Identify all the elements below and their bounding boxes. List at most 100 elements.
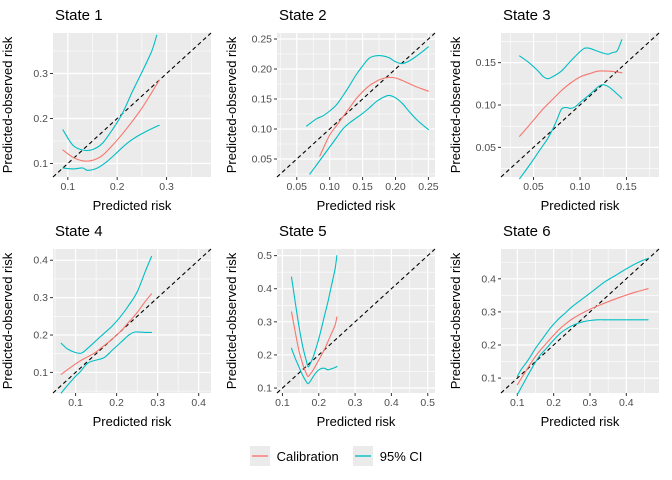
subplot-title: State 5 [279,223,327,240]
chart-svg: 0.05 0.10 0.15 0.05 0.10 0.15 State 3 Predicted… [448,7,660,213]
x-tick-label: 0.05 [523,181,544,193]
y-tick-label: 0.3 [257,316,272,328]
x-tick-label: 0.4 [191,397,206,409]
ci-lower-line [60,331,153,394]
y-tick-label: 0.3 [33,292,48,304]
ci-upper-line [519,39,623,80]
legend-label-ci: 95% CI [379,448,423,464]
y-tick-label: 0.1 [481,373,496,385]
y-tick-label: 0.3 [33,68,48,80]
ci-lower-line [519,84,623,180]
ci-lower-line [309,94,429,175]
y-tick-label: 0.1 [257,383,272,395]
chart-svg: 0.1 0.2 0.3 0.4 0.1 0.2 0.3 0.4 State 6 Predicted… [448,223,660,429]
x-tick-label: 0.15 [616,181,637,193]
ci-upper-line [290,255,338,368]
ci-upper-line [306,46,429,127]
x-tick-label: 0.1 [68,397,83,409]
y-tick-label: 0.25 [252,34,273,46]
y-tick-label: 0.15 [252,94,273,106]
identity-line [276,32,436,178]
y-tick-label: 0.4 [481,273,496,285]
y-axis-label: Predicted-observed risk [224,252,239,389]
x-tick-label: 0.3 [159,181,174,193]
x-tick-label: 0.4 [384,397,399,409]
y-axis-label: Predicted-observed risk [0,252,15,389]
x-tick-label: 0.2 [109,397,124,409]
ci-lower-line [290,347,338,385]
identity-line [52,248,212,394]
legend-key-calibration [249,446,270,466]
ci-upper-line [62,34,158,152]
ci-lower-line [516,319,649,396]
y-tick-label: 0.10 [476,100,497,112]
chart-svg: 0.1 0.2 0.3 0.1 0.2 0.3 State 1 Predicted risk P… [0,7,212,213]
y-tick-label: 0.2 [33,330,48,342]
calibration-line [319,76,429,157]
calibration-line [516,288,649,386]
x-tick-label: 0.20 [385,181,406,193]
y-tick-label: 0.1 [33,158,48,170]
y-tick-label: 0.2 [33,113,48,125]
y-tick-label: 0.2 [257,349,272,361]
legend-label-calibration: Calibration [276,448,339,464]
legend-item-ci: 95% CI [352,446,423,466]
y-tick-label: 0.05 [476,142,497,154]
x-tick-label: 0.2 [311,397,326,409]
x-axis-label: Predicted risk [541,198,620,213]
x-axis-label: Predicted risk [93,414,172,429]
ci-upper-line [516,257,649,377]
x-tick-label: 0.3 [348,397,363,409]
x-tick-label: 0.5 [420,397,435,409]
legend-item-calibration: Calibration [249,446,339,466]
y-tick-label: 0.4 [257,283,272,295]
chart-svg: 0.1 0.2 0.3 0.4 0.1 0.2 0.3 0.4 State 4 Predicted… [0,223,212,429]
chart-svg: 0.1 0.2 0.3 0.4 0.5 0.1 0.2 0.3 0.4 0.5 State 5 Pre… [224,223,436,429]
calibration-line-sample-icon [251,455,268,457]
x-tick-label: 0.1 [61,181,76,193]
x-tick-label: 0.25 [418,181,439,193]
chart-svg: 0.05 0.10 0.15 0.20 0.25 0.05 0.10 0.15 0.20 0.25… [224,7,439,213]
x-axis-label: Predicted risk [317,414,396,429]
legend-key-ci [352,446,373,466]
subplot-title: State 3 [503,7,551,24]
y-axis-label: Predicted-observed risk [224,36,239,173]
y-tick-label: 0.4 [33,255,48,267]
subplot-state-1: 0.1 0.2 0.3 0.1 0.2 0.3 State 1 Predicted risk P… [0,0,224,216]
x-tick-label: 0.3 [150,397,165,409]
y-tick-label: 0.1 [33,367,48,379]
subplot-state-2: 0.05 0.10 0.15 0.20 0.25 0.05 0.10 0.15 0.20 0.25… [224,0,448,216]
x-tick-label: 0.05 [287,181,308,193]
x-tick-label: 0.15 [352,181,373,193]
subplot-title: State 1 [55,7,103,24]
subplot-state-5: 0.1 0.2 0.3 0.4 0.5 0.1 0.2 0.3 0.4 0.5 State 5 Pre… [224,216,448,432]
y-tick-label: 0.2 [481,340,496,352]
calibration-line [62,79,160,162]
x-axis-label: Predicted risk [541,414,620,429]
calibration-line [519,70,623,137]
y-tick-label: 0.05 [252,154,273,166]
identity-line [276,248,436,394]
identity-line [500,32,660,178]
subplot-state-6: 0.1 0.2 0.3 0.4 0.1 0.2 0.3 0.4 State 6 Predicted… [448,216,672,432]
y-tick-label: 0.10 [252,124,273,136]
x-tick-label: 0.1 [510,397,525,409]
subplot-state-3: 0.05 0.10 0.15 0.05 0.10 0.15 State 3 Predicted… [448,0,672,216]
ci-lower-line [62,124,160,171]
x-tick-label: 0.2 [546,397,561,409]
subplot-title: State 6 [503,223,551,240]
x-tick-label: 0.10 [319,181,340,193]
y-tick-label: 0.15 [476,57,497,69]
x-axis-label: Predicted risk [93,198,172,213]
x-axis-label: Predicted risk [317,198,396,213]
y-axis-label: Predicted-observed risk [448,36,463,173]
identity-line [52,32,212,178]
x-tick-label: 0.4 [619,397,634,409]
subplot-title: State 2 [279,7,327,24]
subplot-grid: 0.1 0.2 0.3 0.1 0.2 0.3 State 1 Predicted risk P… [0,0,672,432]
subplot-title: State 4 [55,223,103,240]
subplot-state-4: 0.1 0.2 0.3 0.4 0.1 0.2 0.3 0.4 State 4 Predicted… [0,216,224,432]
ci-upper-line [60,255,153,354]
calibration-line [290,311,338,378]
